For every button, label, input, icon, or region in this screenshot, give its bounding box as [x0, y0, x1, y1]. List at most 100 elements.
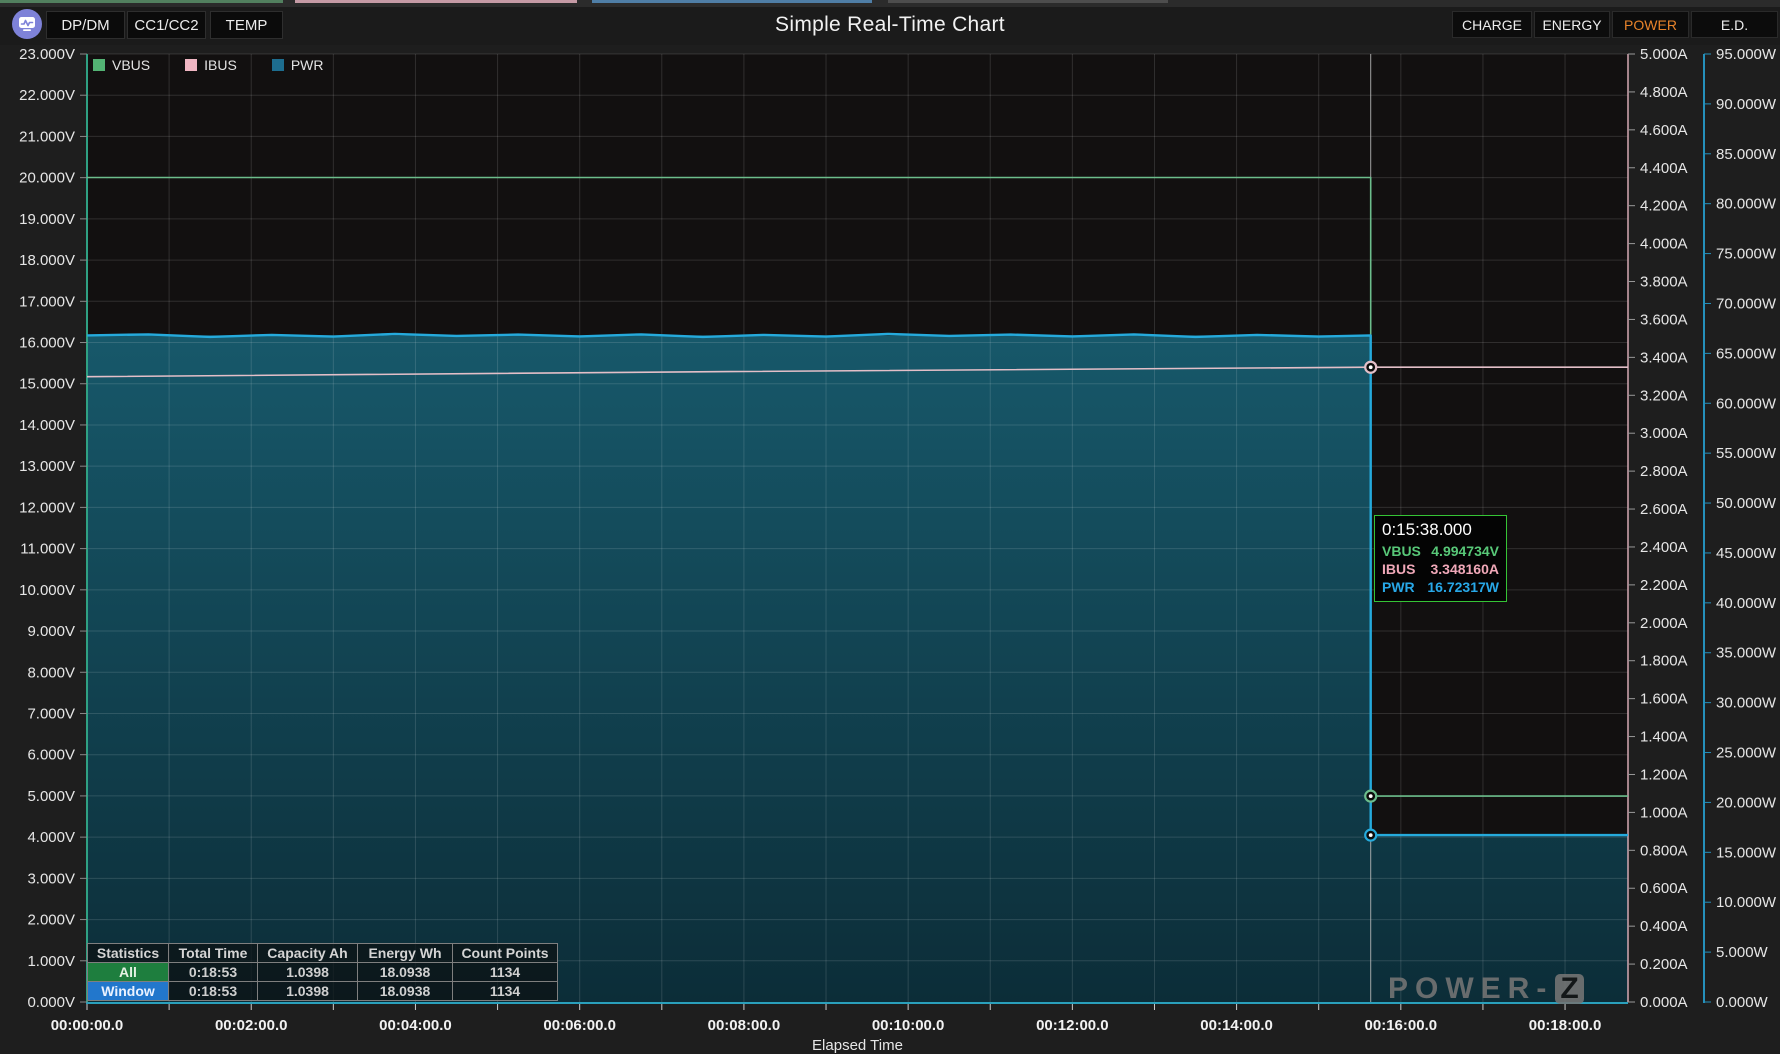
- svg-text:1.400A: 1.400A: [1640, 729, 1688, 746]
- stats-header-cell: Count Points: [452, 943, 558, 963]
- stats-row-all: All 0:18:53 1.0398 18.0938 1134: [87, 962, 558, 982]
- stats-cell: 18.0938: [357, 962, 453, 982]
- stats-cell: 0:18:53: [168, 981, 258, 1001]
- svg-text:21.000V: 21.000V: [19, 128, 75, 145]
- charge-button[interactable]: CHARGE: [1452, 11, 1532, 38]
- tooltip-series-name: PWR: [1382, 579, 1415, 595]
- svg-text:6.000V: 6.000V: [27, 747, 75, 764]
- svg-text:3.000V: 3.000V: [27, 870, 75, 887]
- legend-item-vbus[interactable]: VBUS: [93, 57, 150, 73]
- svg-text:0.000A: 0.000A: [1640, 994, 1688, 1011]
- ibus-cursor-marker: [1364, 360, 1378, 374]
- current-tick-labels: 0.000A 0.200A 0.400A 0.600A 0.800A 1.000A 1.20…: [1628, 46, 1688, 1011]
- svg-text:0.000W: 0.000W: [1716, 994, 1769, 1011]
- tooltip-series-name: IBUS: [1382, 561, 1416, 577]
- watermark-text: POWER-: [1388, 972, 1554, 1005]
- svg-text:2.000V: 2.000V: [27, 912, 75, 929]
- svg-text:5.000A: 5.000A: [1640, 46, 1688, 63]
- svg-text:85.000W: 85.000W: [1716, 146, 1777, 163]
- svg-text:4.800A: 4.800A: [1640, 84, 1688, 101]
- svg-text:4.000V: 4.000V: [27, 829, 75, 846]
- svg-text:00:12:00.0: 00:12:00.0: [1036, 1017, 1109, 1034]
- svg-text:00:06:00.0: 00:06:00.0: [543, 1017, 616, 1034]
- stats-cell: 1.0398: [257, 981, 358, 1001]
- legend-item-pwr[interactable]: PWR: [271, 57, 323, 73]
- svg-text:4.000A: 4.000A: [1640, 236, 1688, 253]
- pwr-strip: [592, 0, 872, 3]
- svg-text:0.400A: 0.400A: [1640, 918, 1688, 935]
- waveform-app-icon[interactable]: [12, 9, 42, 39]
- svg-text:70.000W: 70.000W: [1716, 295, 1777, 312]
- legend-label: VBUS: [112, 57, 151, 73]
- svg-text:95.000W: 95.000W: [1716, 46, 1777, 63]
- pwr-area-fill: [87, 335, 1628, 1002]
- svg-text:80.000W: 80.000W: [1716, 196, 1777, 213]
- vbus-swatch-icon: [93, 59, 105, 71]
- power-button[interactable]: POWER: [1612, 11, 1689, 38]
- svg-text:0.800A: 0.800A: [1640, 842, 1688, 859]
- svg-text:2.000A: 2.000A: [1640, 615, 1688, 632]
- svg-text:0.600A: 0.600A: [1640, 880, 1688, 897]
- time-tick-labels: 00:00:00.0 00:02:00.0 00:04:00.0 00:06:00.0…: [51, 1004, 1602, 1034]
- svg-text:10.000V: 10.000V: [19, 582, 75, 599]
- svg-text:1.800A: 1.800A: [1640, 653, 1688, 670]
- watermark-z-badge: Z: [1555, 974, 1584, 1004]
- legend-item-ibus[interactable]: IBUS: [185, 57, 237, 73]
- stats-header-cell: Total Time: [168, 943, 258, 963]
- series-color-strip: [0, 0, 1780, 7]
- svg-text:4.400A: 4.400A: [1640, 160, 1688, 177]
- power-tick-labels: 0.000W 5.000W 10.000W 15.000W 20.000W 25.000W…: [1704, 46, 1777, 1011]
- svg-text:1.000V: 1.000V: [27, 953, 75, 970]
- svg-text:0.000V: 0.000V: [27, 994, 75, 1011]
- ibus-strip: [295, 0, 577, 3]
- svg-text:12.000V: 12.000V: [19, 499, 75, 516]
- svg-text:2.800A: 2.800A: [1640, 463, 1688, 480]
- svg-text:00:10:00.0: 00:10:00.0: [872, 1017, 945, 1034]
- svg-text:14.000V: 14.000V: [19, 417, 75, 434]
- svg-text:20.000V: 20.000V: [19, 170, 75, 187]
- svg-text:55.000W: 55.000W: [1716, 445, 1777, 462]
- svg-text:1.200A: 1.200A: [1640, 766, 1688, 783]
- svg-text:10.000W: 10.000W: [1716, 894, 1777, 911]
- tab-temp[interactable]: TEMP: [210, 11, 283, 39]
- svg-text:45.000W: 45.000W: [1716, 545, 1777, 562]
- ed-button[interactable]: E.D.: [1691, 11, 1778, 38]
- ibus-swatch-icon: [185, 59, 198, 71]
- svg-text:16.000V: 16.000V: [19, 335, 75, 352]
- svg-text:8.000V: 8.000V: [27, 664, 75, 681]
- svg-text:3.600A: 3.600A: [1640, 311, 1688, 328]
- legend-label: IBUS: [204, 57, 237, 73]
- svg-text:00:18:00.0: 00:18:00.0: [1529, 1017, 1602, 1034]
- svg-text:5.000W: 5.000W: [1716, 944, 1769, 961]
- tooltip-series-value: 4.994734V: [1431, 543, 1499, 559]
- voltage-tick-labels: 0.000V 1.000V 2.000V 3.000V 4.000V 5.000V 6.00…: [19, 46, 87, 1011]
- vbus-cursor-marker: [1364, 789, 1378, 803]
- stats-cell: 1134: [452, 981, 558, 1001]
- stats-header-row: Statistics Total Time Capacity Ah Energy…: [87, 943, 558, 963]
- svg-text:60.000W: 60.000W: [1716, 395, 1777, 412]
- stats-cell: 0:18:53: [168, 962, 258, 982]
- tab-cc1cc2[interactable]: CC1/CC2: [127, 11, 206, 39]
- svg-text:17.000V: 17.000V: [19, 293, 75, 310]
- tab-dpdm[interactable]: DP/DM: [46, 11, 125, 39]
- svg-text:2.600A: 2.600A: [1640, 501, 1688, 518]
- stats-header-cell: Energy Wh: [357, 943, 453, 963]
- stats-header-cell: Statistics: [87, 943, 169, 963]
- svg-text:00:16:00.0: 00:16:00.0: [1365, 1017, 1438, 1034]
- svg-text:9.000V: 9.000V: [27, 623, 75, 640]
- svg-text:7.000V: 7.000V: [27, 705, 75, 722]
- svg-text:00:02:00.0: 00:02:00.0: [215, 1017, 288, 1034]
- aux-strip: [888, 0, 1168, 3]
- stats-row-label: All: [87, 962, 169, 982]
- stats-row-label: Window: [87, 981, 169, 1001]
- tooltip-row-pwr: PWR 16.72317W: [1382, 578, 1499, 596]
- svg-text:5.000V: 5.000V: [27, 788, 75, 805]
- pwr-line: [86, 332, 1628, 837]
- tooltip-series-value: 16.72317W: [1427, 579, 1499, 595]
- energy-button[interactable]: ENERGY: [1534, 11, 1610, 38]
- tooltip-row-vbus: VBUS 4.994734V: [1382, 542, 1499, 560]
- vbus-strip: [0, 0, 283, 3]
- svg-text:4.600A: 4.600A: [1640, 122, 1688, 139]
- pwr-swatch-icon: [271, 59, 284, 71]
